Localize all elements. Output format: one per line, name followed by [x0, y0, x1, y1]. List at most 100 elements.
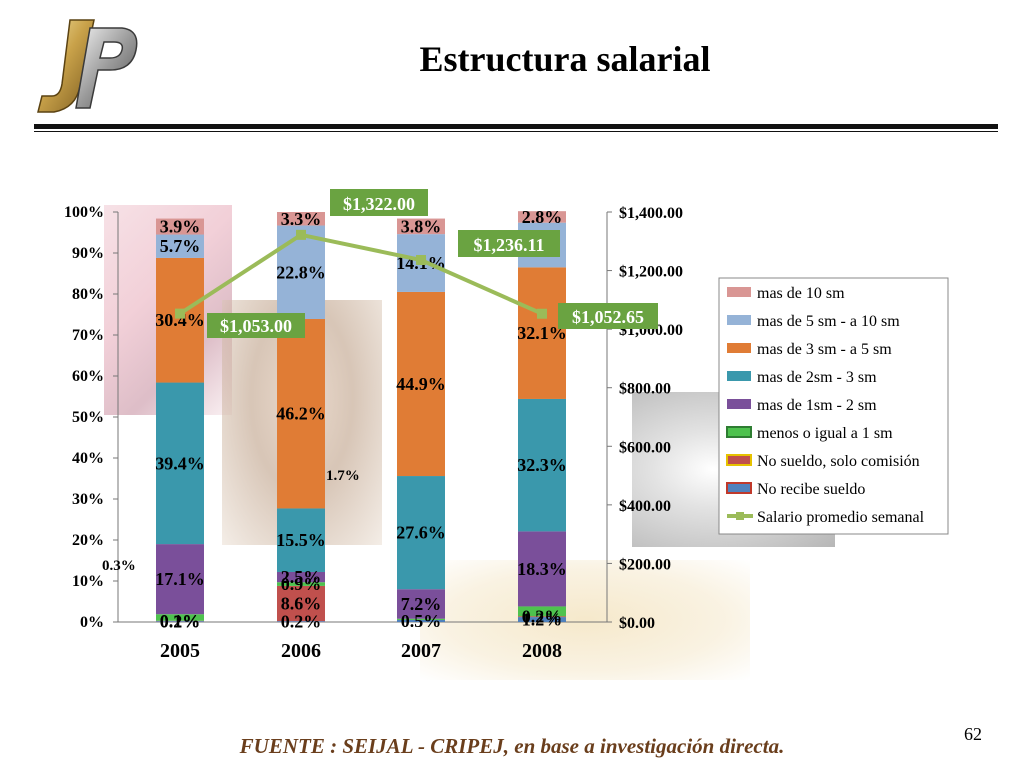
bar-segment: [277, 319, 325, 509]
bar-segment: [156, 614, 204, 621]
bar-data-label: 0.1%: [160, 611, 201, 631]
bar-segment: [397, 476, 445, 590]
legend-swatch: [727, 343, 751, 353]
x-axis-category-label: 2006: [281, 640, 321, 662]
bar-data-label: 32.1%: [517, 323, 567, 343]
bar-data-label: 2.5%: [281, 567, 322, 587]
legend-label: mas de 10 sm: [757, 285, 845, 302]
legend-label: mas de 2sm - 3 sm: [757, 369, 877, 386]
legend-label: Salario promedio semanal: [757, 509, 925, 526]
x-axis-category-label: 2008: [522, 640, 562, 662]
x-axis-category-label: 2007: [401, 640, 441, 662]
bar-data-label: 3.8%: [401, 216, 442, 236]
photo-collage-bottom: [420, 560, 750, 680]
bar-segment: [518, 616, 566, 618]
title-divider-thin: [34, 131, 998, 132]
bar-segment: [156, 234, 204, 258]
legend-swatch: [727, 315, 751, 325]
bar-segment: [156, 218, 204, 235]
legend-label: No recibe sueldo: [757, 481, 865, 498]
legend-label: mas de 5 sm - a 10 sm: [757, 313, 900, 330]
bar-segment: [156, 382, 204, 545]
bar-data-label: 3.3%: [281, 209, 322, 229]
bar-segment: [277, 225, 325, 320]
bar-data-label: 27.6%: [396, 523, 446, 543]
bar-data-label: 18.3%: [517, 559, 567, 579]
bar-segment: [397, 589, 445, 619]
left-axis-tick-label: 80%: [72, 286, 104, 303]
bar-segment: [518, 267, 566, 399]
bar-segment: [397, 291, 445, 477]
legend-swatch: [726, 482, 752, 494]
stacked-bar-chart: 0% 10% 20% 30% 40% 50% 60% 70% 80% 90% 100% $0.00 $2…: [64, 189, 949, 662]
left-axis-tick-label: 60%: [72, 368, 104, 385]
bar-segment: [156, 544, 204, 615]
bar-data-label: 0.9%: [281, 574, 322, 594]
page-number: 62: [964, 724, 982, 744]
bar-data-label: 3.9%: [160, 217, 201, 237]
legend-marker: [736, 512, 744, 520]
left-axis-tick-label: 30%: [72, 491, 104, 508]
legend-label: mas de 1sm - 2 sm: [757, 397, 877, 414]
bar-data-label: 0.2%: [160, 612, 201, 632]
chart-legend: mas de 10 sm mas de 5 sm - a 10 sm mas de …: [718, 277, 949, 535]
salary-data-label: $1,053.00: [220, 316, 292, 336]
bar-data-label: 5.7%: [160, 236, 201, 256]
chart-bar-labels: 0.2%0.1%17.1%39.4%30.4%5.7%3.9%0.2%8.6%0…: [102, 207, 567, 632]
salary-point: [537, 308, 547, 319]
bar-segment: [277, 582, 325, 586]
bar-segment: [518, 617, 566, 622]
legend-swatch: [726, 426, 752, 438]
bar-segment: [397, 218, 445, 235]
bar-segment: [518, 606, 566, 617]
bar-segment: [397, 619, 445, 622]
bar-data-label: 39.4%: [155, 453, 205, 473]
x-axis-category-label: 2005: [160, 640, 200, 662]
bar-data-label: 0.2%: [281, 612, 322, 632]
bar-segment: [277, 212, 325, 226]
left-axis-tick-label: 50%: [72, 409, 104, 426]
chart-bars: [156, 211, 566, 622]
salary-label-box: [207, 313, 305, 338]
legend-swatch: [727, 287, 751, 297]
bar-data-label: 22.8%: [276, 262, 326, 282]
right-axis-tick-label: $200.00: [619, 556, 671, 573]
bar-segment: [156, 257, 204, 383]
bar-data-label: 8.6%: [281, 594, 322, 614]
right-axis-tick-label: $1,200.00: [619, 264, 683, 281]
salary-data-label: $1,322.00: [343, 194, 415, 214]
chart-line-series: $1,053.00 $1,322.00 $1,236.11 $1,052.65: [175, 189, 658, 338]
annotation-label: 1.7%: [326, 468, 360, 484]
legend-label: menos o igual a 1 sm: [757, 425, 893, 442]
salary-label-box: [330, 189, 428, 216]
bar-data-label: 30.4%: [155, 310, 205, 330]
salary-data-label: $1,052.65: [572, 307, 644, 327]
legend-box: [718, 277, 949, 535]
salary-point: [416, 254, 426, 265]
bar-segment: [518, 531, 566, 607]
salary-point: [175, 308, 185, 319]
bar-data-label: 0.2%: [522, 607, 563, 627]
bar-segment: [277, 508, 325, 572]
salary-label-box: [558, 303, 658, 329]
legend-swatch: [727, 399, 751, 409]
left-axis-tick-label: 90%: [72, 245, 104, 262]
slide-title: Estructura salarial: [419, 39, 711, 79]
bar-segment: [397, 618, 445, 620]
bar-data-label: 7.2%: [401, 594, 442, 614]
salary-line: [178, 232, 543, 316]
left-axis-tick-label: 10%: [72, 573, 104, 590]
left-axis-tick-label: 40%: [72, 450, 104, 467]
bar-data-label: 0.5%: [401, 611, 442, 631]
bar-segment: [277, 585, 325, 622]
salary-data-label: $1,236.11: [473, 235, 544, 255]
chart-axes: 0% 10% 20% 30% 40% 50% 60% 70% 80% 90% 100% $0.00 $2…: [64, 204, 683, 662]
bar-segment: [518, 398, 566, 532]
legend-label: mas de 3 sm - a 5 sm: [757, 341, 892, 358]
bar-segment: [277, 571, 325, 583]
bar-data-label: 44.9%: [396, 374, 446, 394]
left-axis-tick-label: 0%: [80, 614, 104, 631]
bar-data-label: 17.1%: [155, 569, 205, 589]
salary-label-box: [458, 230, 560, 257]
source-note: FUENTE : SEIJAL - CRIPEJ, en base a inve…: [239, 734, 785, 758]
